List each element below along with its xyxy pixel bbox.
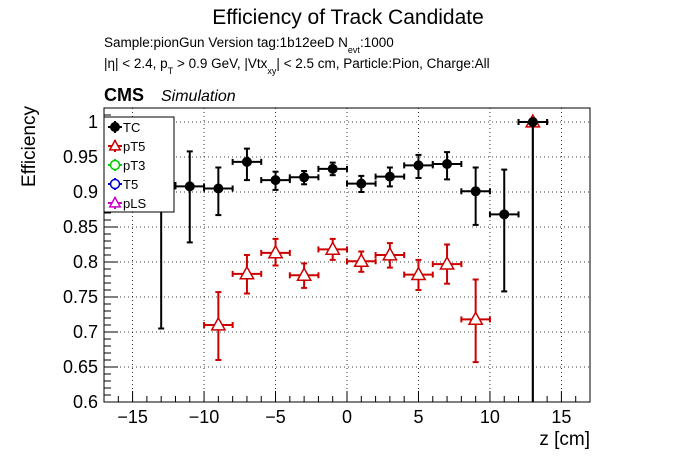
data-point-TC	[460, 166, 491, 226]
legend-item-TC: TC	[108, 120, 140, 135]
subtitle-pt-sub: T	[168, 66, 174, 76]
legend-label: pT3	[123, 158, 145, 173]
marker-filled-circle	[470, 186, 481, 197]
data-point-TC	[317, 161, 348, 177]
marker-filled-circle	[270, 175, 281, 186]
data-point-pT5	[231, 254, 263, 295]
marker-open-triangle	[467, 310, 484, 326]
legend-label: TC	[123, 120, 140, 135]
marker-filled-circle	[413, 160, 424, 171]
data-point-pT5	[317, 237, 348, 261]
legend-item-pLS: pLS	[108, 195, 146, 211]
data-point-TC	[260, 170, 291, 191]
legend: TC pT5 pT3 T5 pLS	[103, 116, 175, 213]
x-tick-label: −15	[117, 407, 148, 427]
marker-open-triangle	[324, 240, 341, 256]
marker-filled-circle	[356, 178, 367, 189]
marker-filled-circle	[527, 117, 538, 127]
series-layer	[145, 113, 549, 402]
simulation-label: Simulation	[161, 88, 236, 105]
marker-filled-circle	[327, 163, 338, 174]
subtitle-sample: Sample:pionGun Version tag:1b12eeD N	[104, 35, 348, 50]
legend-label: T5	[123, 177, 138, 192]
subtitle-eta-pt: |η| < 2.4, p	[104, 56, 168, 71]
legend-marker	[110, 122, 120, 132]
marker-filled-circle	[442, 159, 453, 169]
data-point-TC	[288, 170, 320, 186]
y-tick-label: 0.75	[63, 287, 98, 307]
legend-item-pT5: pT5	[108, 138, 145, 154]
marker-open-triangle	[381, 246, 398, 261]
legend-marker	[109, 178, 121, 190]
y-tick-label: 0.6	[73, 392, 98, 412]
data-point-TC	[488, 168, 520, 293]
data-point-pT5	[431, 243, 463, 285]
subtitle-line-1: Sample:pionGun Version tag:1b12eeD Nevt:…	[104, 35, 394, 55]
y-tick-label: 0.9	[73, 182, 98, 202]
data-point-pT5	[403, 258, 434, 291]
marker-open-triangle	[410, 266, 427, 281]
data-point-pT5	[203, 291, 234, 361]
data-point-pT5	[260, 237, 291, 267]
legend-marker	[109, 159, 121, 171]
marker-open-triangle	[267, 244, 284, 259]
data-point-pT5	[460, 278, 491, 364]
grid-layer	[104, 108, 590, 403]
marker-open-triangle	[439, 255, 455, 270]
tick-layer: −15 −10 −5 0 5 10 15 0.6 0.65 0.7 0.75 0.8 0.85 0.9 0.…	[63, 107, 591, 427]
data-point-pT5	[374, 242, 406, 269]
subtitle-nevt-sub: evt	[348, 45, 361, 55]
y-tick-label: 1	[88, 112, 98, 132]
x-axis-title: z [cm]	[539, 429, 590, 450]
subtitle-nevt-val: :1000	[360, 35, 394, 50]
y-tick-label: 0.65	[63, 357, 98, 377]
cms-label: CMS	[104, 85, 144, 105]
marker-open-triangle	[210, 316, 227, 331]
marker-open-triangle	[296, 266, 313, 281]
marker-open-triangle	[353, 252, 370, 267]
subtitle-vtx: > 0.9 GeV, |Vtx	[173, 56, 267, 71]
legend-item-pT3: pT3	[108, 158, 145, 173]
x-tick-label: 10	[480, 407, 500, 427]
chart-title: Efficiency of Track Candidate	[212, 6, 484, 29]
data-point-TC	[403, 153, 434, 179]
marker-filled-circle	[299, 172, 310, 183]
marker-filled-circle	[241, 156, 252, 167]
legend-marker	[108, 195, 122, 208]
subtitle-rest: | < 2.5 cm, Particle:Pion, Charge:All	[276, 56, 489, 71]
marker-filled-circle	[499, 209, 510, 220]
series-TC	[145, 117, 549, 402]
data-point-TC	[203, 166, 234, 217]
data-point-pT5	[288, 262, 320, 289]
subtitle-line-2: |η| < 2.4, pT > 0.9 GeV, |Vtxxy| < 2.5 c…	[104, 56, 490, 76]
y-tick-label: 0.7	[73, 322, 98, 342]
legend-label: pLS	[123, 196, 146, 211]
data-point-TC	[431, 151, 463, 181]
x-tick-label: 15	[551, 407, 571, 427]
series-pT5	[203, 113, 549, 402]
x-tick-label: 0	[342, 407, 352, 427]
data-point-TC	[346, 174, 377, 193]
marker-filled-circle	[213, 183, 224, 194]
marker-filled-circle	[384, 171, 395, 182]
marker-filled-circle	[184, 181, 195, 192]
data-point-TC	[174, 150, 206, 244]
data-point-pT5	[346, 250, 377, 273]
x-tick-label: −5	[265, 407, 286, 427]
data-point-TC	[374, 166, 406, 188]
x-tick-label: −10	[189, 407, 220, 427]
marker-open-triangle	[239, 265, 255, 280]
legend-marker	[108, 138, 122, 151]
subtitle-vtx-sub: xy	[267, 66, 277, 76]
y-tick-label: 0.8	[73, 252, 98, 272]
y-axis-title: Efficiency	[19, 106, 40, 187]
data-point-TC	[517, 117, 549, 402]
legend-item-T5: T5	[108, 177, 138, 192]
data-point-TC	[231, 147, 263, 182]
y-tick-label: 0.95	[63, 147, 98, 167]
y-tick-label: 0.85	[63, 217, 98, 237]
legend-label: pT5	[123, 139, 145, 154]
x-tick-label: 5	[413, 407, 423, 427]
